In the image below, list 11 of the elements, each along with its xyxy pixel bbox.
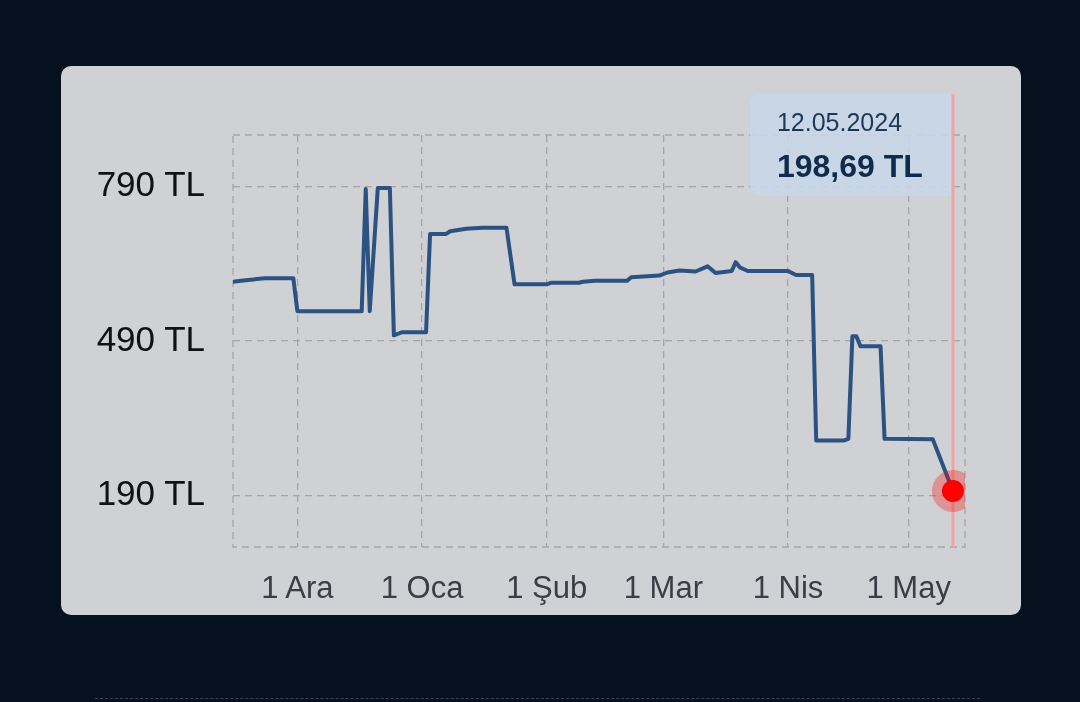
x-tick-label: 1 Ara — [261, 570, 335, 606]
annotation: 12.05.2024 — [776, 108, 903, 136]
x-tick-label: 1 Şub — [506, 570, 588, 606]
x-tick-label: 1 Oca — [380, 570, 465, 606]
y-tick-label: 790 TL — [96, 164, 205, 204]
annotation: 198,69 TL — [776, 148, 923, 184]
x-tick-label: 1 Mar — [623, 570, 703, 606]
x-tick-label: 1 Nis — [752, 570, 824, 606]
y-tick-label: 490 TL — [96, 318, 205, 358]
x-tick-label: 1 May — [866, 570, 952, 606]
y-tick-label: 190 TL — [96, 473, 205, 513]
